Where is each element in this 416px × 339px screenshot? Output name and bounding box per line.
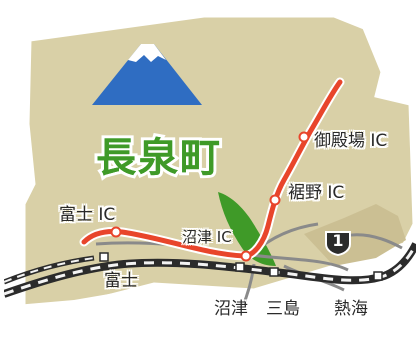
susono-ic-label: 裾野 IC bbox=[288, 183, 345, 203]
route-number: 1 bbox=[332, 231, 344, 250]
station-marker bbox=[373, 271, 383, 281]
atami-city-label: 熱海 bbox=[334, 299, 368, 319]
numazu-city-label: 沼津 bbox=[214, 299, 248, 319]
interchange-marker-icon bbox=[298, 131, 310, 143]
expressway-line bbox=[81, 79, 343, 259]
sea-area bbox=[4, 288, 184, 339]
railway-line bbox=[4, 257, 95, 283]
fuji-city-label: 富士 bbox=[104, 271, 138, 291]
interchange-marker-icon bbox=[269, 194, 281, 206]
gotemba-ic-label: 御殿場 IC bbox=[314, 131, 388, 151]
railway-line bbox=[4, 243, 416, 296]
station-marker bbox=[269, 267, 279, 277]
numazu-ic-label: 沼津 IC bbox=[182, 228, 232, 246]
interchange-marker-icon bbox=[110, 226, 122, 238]
station-marker bbox=[99, 252, 109, 262]
station-marker bbox=[235, 262, 245, 272]
town-name-outline: 長泉町 bbox=[93, 132, 223, 184]
route-1-shield-icon: 1 bbox=[324, 228, 352, 257]
fuji-ic-label: 富士 IC bbox=[59, 205, 116, 225]
mishima-city-label: 三島 bbox=[266, 299, 300, 319]
mount-fuji-icon bbox=[92, 44, 202, 105]
map-graphic bbox=[4, 14, 416, 339]
town-name: 長泉町 bbox=[96, 135, 222, 181]
interchange-marker-icon bbox=[240, 250, 252, 262]
